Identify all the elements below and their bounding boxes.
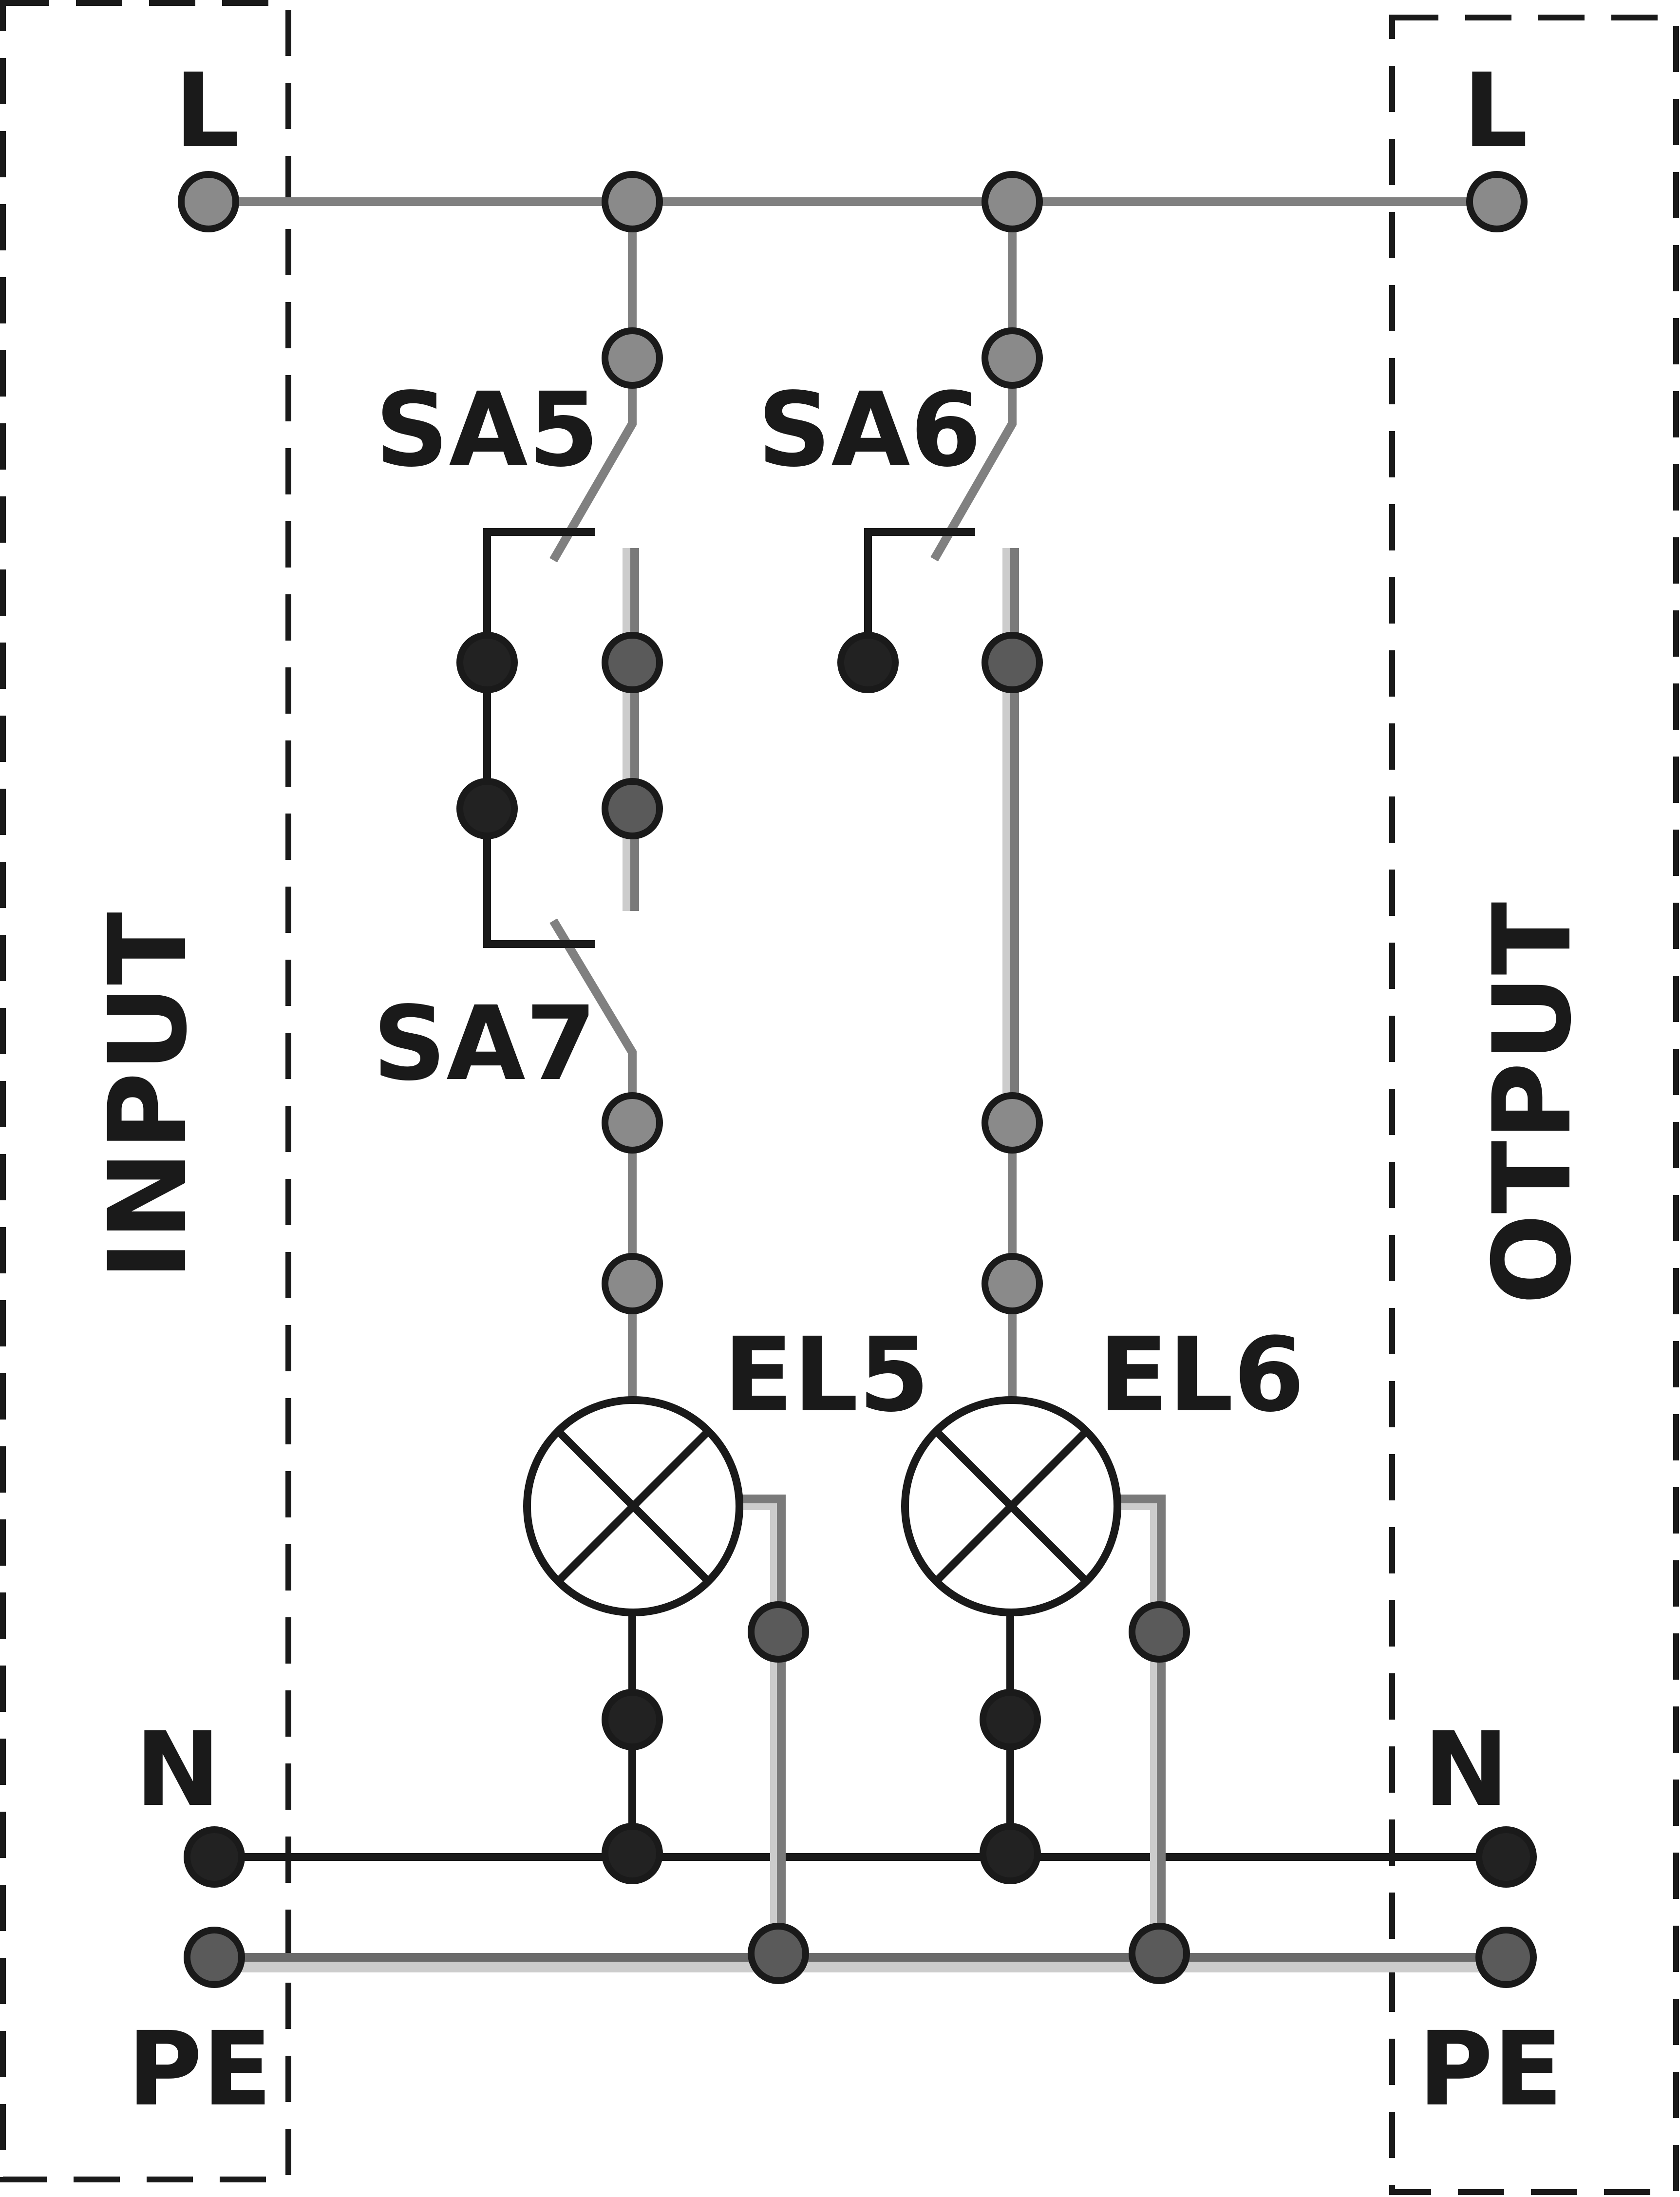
el6-pe-wire [1119,1495,1166,1953]
output-l-label: L [1463,51,1528,170]
sa5-return-node-upper [602,632,663,693]
el6-neutral-node [980,1689,1041,1750]
sa6-label: SA6 [757,370,982,490]
el5-pe-wire-edge [740,1496,785,1953]
neutral-wiring [214,1612,1506,1861]
sa6-output-node [982,1092,1043,1154]
switch-contacts [483,528,975,948]
sa5-contact-node [456,632,518,693]
el5-pe-wire [740,1495,786,1953]
output-n-label: N [1423,1710,1509,1829]
l-junction-sa6 [982,171,1043,232]
input-pe-label: PE [127,2009,272,2129]
pe-wiring [214,1495,1506,1972]
output-l-terminal [1466,171,1528,232]
sa7-pivot-node [602,1092,663,1154]
input-block-label: INPUT [86,912,210,1280]
sa5-sa7-fixed-contact [483,528,595,948]
sa7-contact-node [456,778,518,839]
input-block [0,0,291,2182]
input-pe-terminal [184,1927,245,1988]
n-junction-el5 [602,1823,663,1884]
n-junction-el6 [980,1823,1041,1884]
input-n-label: N [135,1710,221,1829]
output-pe-terminal [1475,1927,1537,1988]
nodes [178,171,1537,1988]
sa6-return-node [982,632,1043,693]
el6-pe-wire-edge [1119,1496,1165,1953]
labels: L L SA5 SA6 SA7 EL5 EL6 N N PE PE INPUT … [86,51,1595,2129]
el5-feed-node [602,1253,663,1314]
sa5-label: SA5 [375,370,599,490]
output-block-label: OTPUT [1470,902,1595,1305]
input-l-terminal [178,171,239,232]
el6-label: EL6 [1098,1315,1304,1435]
el5-pe-node [748,1601,809,1663]
lamp-el6 [901,1396,1121,1616]
sa6-fixed-contact [864,528,975,663]
sa7-label: SA7 [373,984,597,1103]
el5-label: EL5 [723,1315,929,1435]
pe-junction-el5 [748,1923,809,1984]
pe-junction-el6 [1129,1923,1190,1984]
sa5-return-node-lower [602,778,663,839]
sa6-pivot-node [982,327,1043,389]
lamp-el6-cross-b [933,1428,1089,1584]
lamp-el5-cross-b [555,1428,711,1584]
input-block-outline [0,0,291,2182]
sa5-pivot-node [602,327,663,389]
sa7-blade [549,918,637,1284]
input-l-label: L [174,51,240,170]
el6-pe-node [1129,1601,1190,1663]
output-pe-label: PE [1418,2009,1563,2129]
output-block-outline [1389,15,1679,2195]
output-n-terminal [1475,1826,1537,1888]
el6-feed-node [982,1253,1043,1314]
lamp-lower-wires [628,1612,1014,1720]
output-block [1389,15,1679,2195]
el5-neutral-node [602,1689,663,1750]
switch-return-legs [623,548,1019,1120]
l-junction-sa5 [602,171,663,232]
sa6-contact-node [837,632,899,693]
input-n-terminal [184,1826,245,1888]
lamp-el5 [523,1396,743,1616]
